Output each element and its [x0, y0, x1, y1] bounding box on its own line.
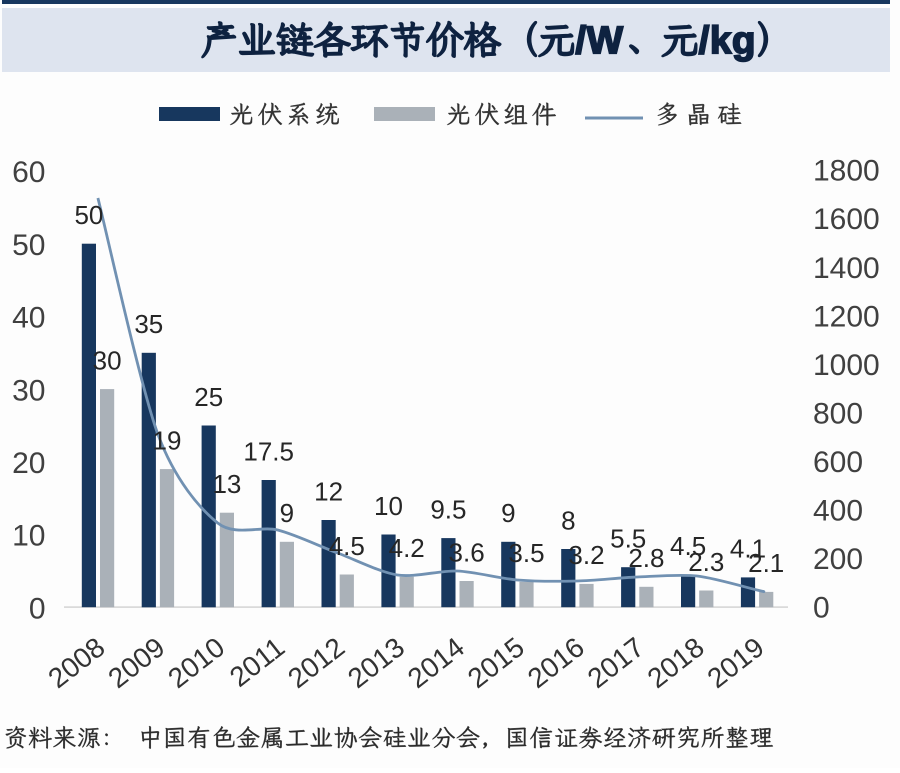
svg-text:3.2: 3.2 — [568, 540, 604, 570]
svg-text:35: 35 — [134, 309, 163, 339]
svg-text:40: 40 — [12, 302, 45, 335]
svg-text:2.8: 2.8 — [628, 543, 664, 573]
svg-text:1200: 1200 — [813, 300, 880, 333]
svg-text:12: 12 — [314, 476, 343, 506]
svg-text:9: 9 — [501, 498, 515, 528]
svg-text:20: 20 — [12, 447, 45, 480]
svg-text:30: 30 — [12, 374, 45, 407]
svg-text:19: 19 — [153, 425, 182, 455]
svg-text:3.5: 3.5 — [508, 538, 544, 568]
svg-text:1400: 1400 — [813, 252, 880, 285]
svg-text:8: 8 — [561, 505, 575, 535]
svg-text:25: 25 — [194, 382, 223, 412]
svg-text:50: 50 — [12, 229, 45, 262]
svg-text:50: 50 — [74, 200, 103, 230]
svg-text:600: 600 — [813, 446, 863, 479]
svg-text:200: 200 — [813, 543, 863, 576]
svg-text:1600: 1600 — [813, 203, 880, 236]
svg-text:10: 10 — [12, 520, 45, 553]
svg-text:4.5: 4.5 — [329, 531, 365, 561]
svg-text:400: 400 — [813, 495, 863, 528]
svg-text:2.3: 2.3 — [688, 547, 724, 577]
svg-text:30: 30 — [93, 345, 122, 375]
svg-text:4.1: 4.1 — [730, 534, 766, 564]
svg-text:60: 60 — [12, 156, 45, 189]
svg-text:9: 9 — [280, 498, 294, 528]
svg-text:0: 0 — [29, 592, 46, 625]
svg-text:9.5: 9.5 — [430, 494, 466, 524]
svg-text:4.2: 4.2 — [389, 533, 425, 563]
svg-text:4.5: 4.5 — [670, 531, 706, 561]
svg-text:17.5: 17.5 — [243, 436, 294, 466]
svg-text:0: 0 — [813, 592, 830, 625]
svg-text:1000: 1000 — [813, 349, 880, 382]
svg-text:3.6: 3.6 — [449, 537, 485, 567]
svg-text:13: 13 — [212, 469, 241, 499]
svg-text:10: 10 — [374, 491, 403, 521]
svg-text:800: 800 — [813, 397, 863, 430]
svg-text:1800: 1800 — [813, 155, 880, 188]
svg-text:2.1: 2.1 — [748, 548, 784, 578]
svg-text:5.5: 5.5 — [610, 524, 646, 554]
